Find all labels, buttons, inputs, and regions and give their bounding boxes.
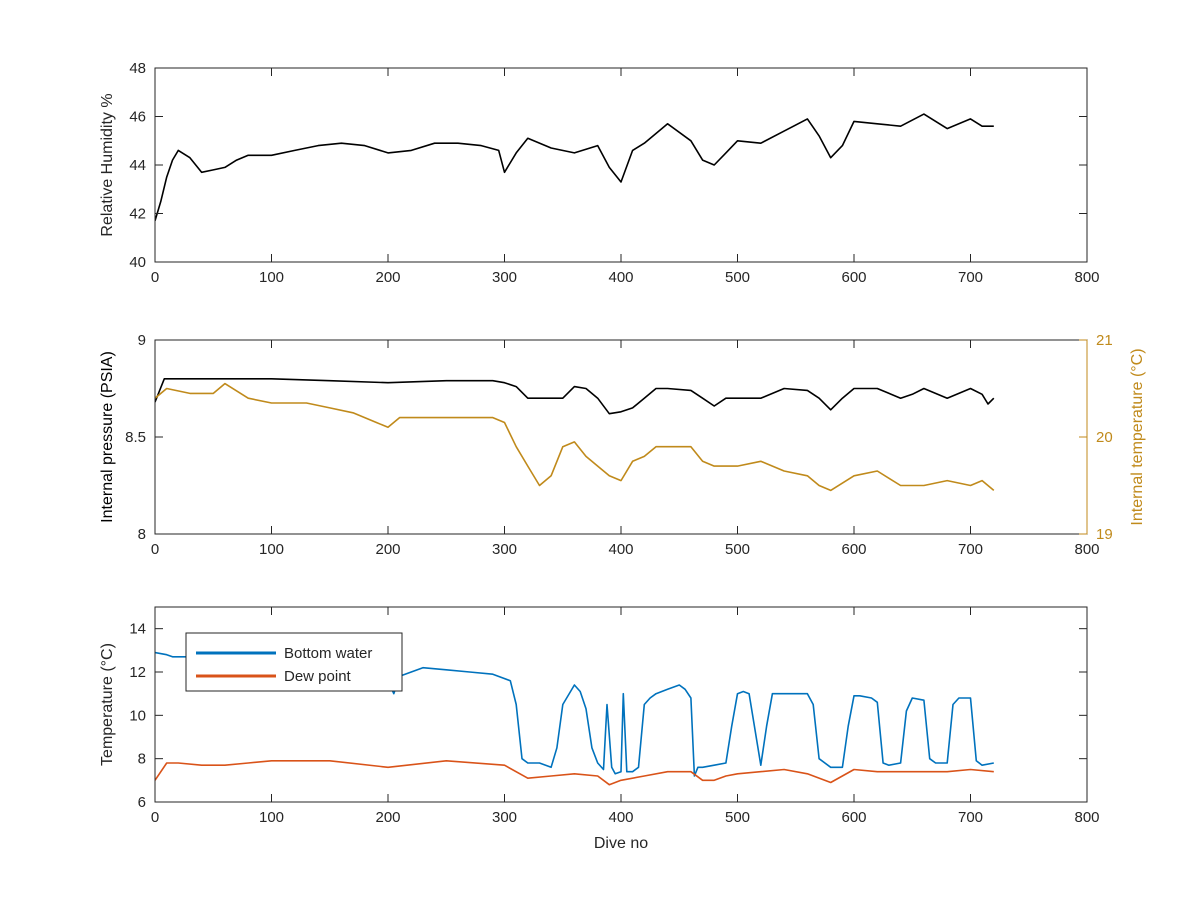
plot-area [155,113,994,222]
y-tick-label: 48 [129,60,146,77]
x-tick-label: 500 [725,269,750,286]
series-line-series-1 [155,378,995,415]
series-line-dew-point [155,760,994,786]
y-tick-label: 9 [138,332,146,349]
y-tick-label: 40 [129,254,146,271]
x-tick-label: 400 [608,541,633,558]
y-tick-label: 46 [129,109,146,126]
x-tick-label: 300 [492,809,517,826]
x-tick-label: 0 [151,809,159,826]
y-tick-label: 14 [129,621,146,638]
x-tick-label: 200 [375,541,400,558]
y-tick-label: 44 [129,157,146,174]
legend-entry: Dew point [284,668,352,685]
subplot-1: 0 100 200 300 400 500 600 700 800 40 42 44 46 48 Relat… [99,60,1100,286]
x-tick-label: 600 [841,541,866,558]
x-tick-label: 300 [492,541,517,558]
x-tick-label: 300 [492,269,517,286]
x-tick-label: 100 [259,809,284,826]
x-tick-label: 700 [958,809,983,826]
legend-box [185,632,403,692]
x-tick-label: 600 [841,809,866,826]
series-line-bottom-water [155,651,994,777]
x-tick-label: 700 [958,269,983,286]
plot-area [155,378,995,492]
y-tick-label: 8.5 [125,429,146,446]
y-axis-label: Internal pressure (PSIA) [99,351,116,523]
x-tick-label: 400 [608,809,633,826]
x-tick-label: 800 [1074,269,1099,286]
y-tick-label: 6 [138,794,146,811]
x-axis-label: Dive no [594,835,648,852]
x-tick-label: 500 [725,809,750,826]
axes-box [154,339,1088,535]
legend-entry: Bottom water [284,645,372,662]
y-axis-label: Temperature (°C) [99,643,116,766]
y-tick-label: 8 [138,526,146,543]
y-tick-label: 42 [129,206,146,223]
subplot-3: 0 100 200 300 400 500 600 700 800 6 8 10 12 14 Tempera… [99,606,1100,852]
x-tick-label: 200 [375,269,400,286]
x-tick-label: 500 [725,541,750,558]
y-tick-label: 10 [129,707,146,724]
axes-box [154,67,1088,263]
x-tick-label: 0 [151,269,159,286]
y-tick-label: 8 [138,751,146,768]
y-right-axis-label: Internal temperature (°C) [1129,348,1146,525]
x-tick-label: 200 [375,809,400,826]
x-tick-label: 100 [259,269,284,286]
legend: Bottom water Dew point [185,632,403,692]
x-tick-label: 0 [151,541,159,558]
y-right-tick-label: 21 [1096,332,1113,349]
y-right-tick-label: 19 [1096,526,1113,543]
x-tick-label: 700 [958,541,983,558]
plot-area [155,651,994,786]
y-right-tick-label: 20 [1096,429,1113,446]
x-tick-label: 100 [259,541,284,558]
subplot-2: 0 100 200 300 400 500 600 700 800 8 8.5 9 19 20 21 Inte… [99,332,1146,558]
series-line-series-2 [155,382,995,492]
x-tick-label: 400 [608,269,633,286]
x-tick-label: 600 [841,269,866,286]
x-tick-label: 800 [1074,541,1099,558]
x-tick-label: 800 [1074,809,1099,826]
y-tick-label: 12 [129,664,146,681]
series-line-series-1 [155,113,994,222]
y-axis-label: Relative Humidity % [99,93,116,236]
